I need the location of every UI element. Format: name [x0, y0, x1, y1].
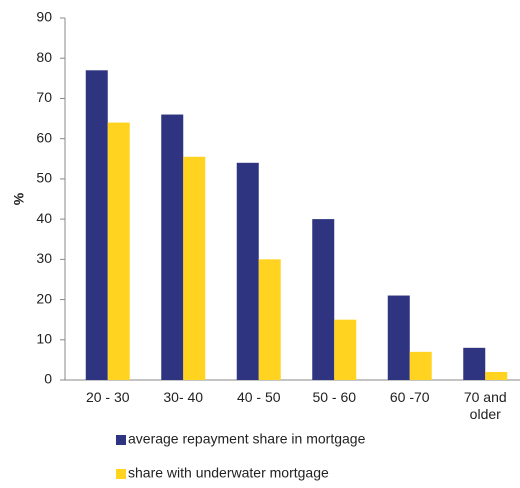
legend-swatch: [116, 435, 126, 445]
bar: [409, 351, 432, 380]
bar: [183, 156, 206, 380]
x-tick-label: 40 - 50: [237, 389, 281, 405]
y-tick-label: 90: [36, 9, 52, 25]
x-tick-label: 20 - 30: [86, 389, 130, 405]
y-tick-label: 70: [36, 89, 52, 105]
bar: [312, 219, 335, 380]
y-tick-label: 40: [36, 210, 52, 226]
y-tick-label: 50: [36, 170, 52, 186]
bar: [107, 122, 130, 381]
y-tick-label: 30: [36, 250, 52, 266]
y-tick-label: 20: [36, 290, 52, 306]
y-tick-label: 0: [44, 371, 52, 387]
x-tick-label: 50 - 60: [312, 389, 356, 405]
bar: [258, 259, 281, 380]
bar: [387, 295, 410, 380]
y-tick-label: 60: [36, 129, 52, 145]
legend-label: average repayment share in mortgage: [128, 431, 366, 447]
y-axis-label: %: [11, 192, 27, 205]
bar: [485, 371, 508, 380]
legend-label: share with underwater mortgage: [128, 465, 329, 481]
x-tick-label: 30- 40: [163, 389, 203, 405]
y-tick-label: 10: [36, 330, 52, 346]
bar: [85, 70, 108, 381]
x-tick-label: 70 and older: [464, 389, 507, 422]
bar: [161, 114, 184, 381]
y-tick-label: 80: [36, 49, 52, 65]
bar: [334, 319, 357, 380]
bar: [463, 347, 486, 380]
x-tick-label: 60 -70: [390, 389, 430, 405]
bar: [236, 162, 259, 380]
legend-swatch: [116, 469, 126, 479]
